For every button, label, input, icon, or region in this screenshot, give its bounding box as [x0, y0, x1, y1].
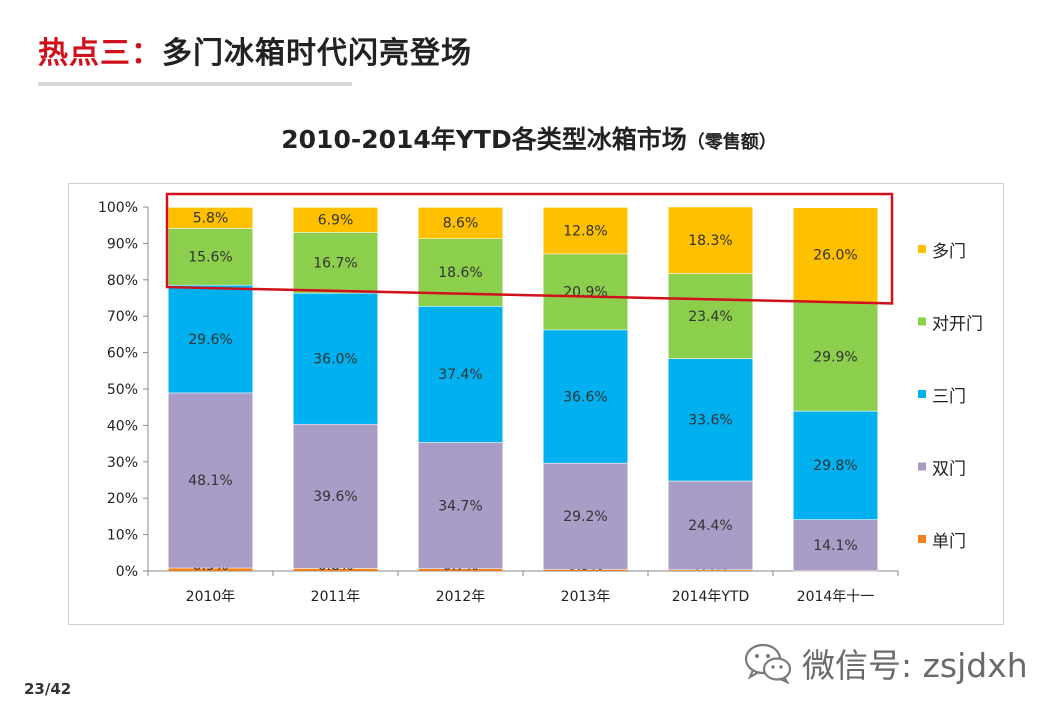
bar-segment-对开门: [543, 253, 628, 330]
bar-segment-多门: [418, 207, 503, 239]
bar-segment-三门: [293, 292, 378, 424]
data-label-多门: 18.3%: [688, 233, 732, 249]
x-tick-label: 2011年: [311, 589, 361, 605]
bar-segment-双门: [418, 442, 503, 569]
data-label-三门: 33.6%: [688, 413, 732, 429]
bar-segment-对开门: [168, 228, 253, 285]
y-tick-label: 60%: [107, 346, 138, 362]
y-tick-label: 80%: [107, 273, 138, 289]
y-tick-label: 20%: [107, 491, 138, 507]
wechat-icon: [744, 643, 792, 684]
data-label-多门: 12.8%: [563, 223, 607, 239]
bar-segment-三门: [793, 410, 878, 520]
chart-frame: [68, 183, 1004, 625]
y-tick-label: 90%: [107, 236, 138, 252]
data-label-多门: 26.0%: [813, 248, 857, 264]
data-label-三门: 36.6%: [563, 389, 607, 405]
data-label-双门: 29.2%: [563, 509, 607, 525]
bar-segment-双门: [293, 423, 378, 569]
data-label-多门: 8.6%: [443, 216, 479, 232]
data-label-三门: 29.8%: [813, 458, 857, 474]
bar-segment-单门: [668, 569, 753, 571]
bar-segment-双门: [793, 519, 878, 571]
bar-segment-三门: [418, 306, 503, 443]
data-label-双门: 34.7%: [438, 498, 482, 514]
bar-segment-对开门: [793, 302, 878, 411]
data-label-对开门: 15.6%: [188, 250, 232, 266]
x-tick-label: 2013年: [561, 589, 611, 605]
bar-segment-多门: [168, 207, 253, 229]
legend-swatch-双门: [918, 462, 926, 471]
data-label-对开门: 16.7%: [313, 256, 357, 272]
data-label-三门: 36.0%: [313, 351, 357, 367]
bar-segment-多门: [293, 207, 378, 233]
bar-segment-对开门: [293, 232, 378, 293]
y-tick-label: 100%: [98, 200, 138, 216]
page-number: 23/42: [24, 680, 72, 698]
chart-title-main: 2010-2014年YTD各类型冰箱市场: [281, 125, 687, 154]
bar-segment-单门: [168, 567, 253, 571]
legend-label-单门: 单门: [932, 532, 966, 552]
data-label-对开门: 20.9%: [563, 285, 607, 301]
bar-segment-单门: [293, 568, 378, 571]
y-tick-label: 50%: [107, 382, 138, 398]
x-tick-label: 2014年十一: [797, 589, 875, 605]
data-label-对开门: 29.9%: [813, 349, 857, 365]
legend-swatch-多门: [918, 245, 926, 253]
bar-segment-三门: [168, 284, 253, 393]
bar-segment-多门: [668, 206, 753, 274]
y-tick-label: 40%: [107, 418, 138, 434]
title-underline: [38, 82, 352, 86]
bar-segment-多门: [793, 207, 878, 303]
legend-label-对开门: 对开门: [932, 315, 983, 335]
slide-title-prefix: 热点三：: [38, 36, 162, 71]
data-label-三门: 37.4%: [438, 367, 482, 383]
bar-segment-多门: [543, 207, 628, 254]
chart-title: 2010-2014年YTD各类型冰箱市场（零售额）: [0, 120, 1058, 156]
y-tick-label: 30%: [107, 455, 138, 471]
chart-subtitle: （零售额）: [686, 132, 777, 153]
data-label-对开门: 23.4%: [688, 309, 732, 325]
watermark-text: 微信号: zsjdxh: [802, 646, 1028, 685]
bar-segment-双门: [168, 392, 253, 568]
bar-segment-对开门: [668, 273, 753, 359]
data-label-对开门: 18.6%: [438, 265, 482, 281]
data-label-双门: 24.4%: [688, 518, 732, 534]
x-tick-label: 2012年: [436, 589, 486, 605]
legend-swatch-三门: [918, 390, 926, 398]
wechat-watermark: 微信号: zsjdxh: [744, 640, 1028, 686]
bar-segment-双门: [668, 480, 753, 570]
legend-swatch-单门: [918, 535, 926, 543]
data-label-三门: 29.6%: [188, 332, 232, 348]
legend-swatch-对开门: [918, 317, 926, 326]
bar-segment-三门: [543, 329, 628, 463]
x-tick-label: 2014年YTD: [672, 589, 750, 605]
bar-segment-双门: [543, 462, 628, 570]
x-tick-label: 2010年: [186, 589, 236, 605]
y-tick-label: 10%: [107, 528, 138, 544]
slide-title-main: 多门冰箱时代闪亮登场: [162, 36, 472, 71]
data-label-双门: 39.6%: [313, 489, 357, 505]
bar-segment-单门: [543, 569, 628, 571]
data-label-多门: 5.8%: [193, 211, 229, 227]
data-label-双门: 48.1%: [188, 473, 232, 489]
y-tick-label: 70%: [107, 309, 138, 325]
data-label-多门: 6.9%: [318, 213, 354, 229]
data-label-双门: 14.1%: [813, 538, 857, 554]
y-tick-label: 0%: [116, 564, 138, 580]
legend-label-多门: 多门: [932, 242, 966, 262]
highlight-box: [165, 192, 894, 305]
legend-label-双门: 双门: [932, 460, 966, 480]
bar-segment-三门: [668, 358, 753, 481]
slide-title: 热点三：多门冰箱时代闪亮登场: [38, 28, 472, 72]
bar-segment-单门: [418, 568, 503, 571]
legend-label-三门: 三门: [932, 387, 966, 407]
